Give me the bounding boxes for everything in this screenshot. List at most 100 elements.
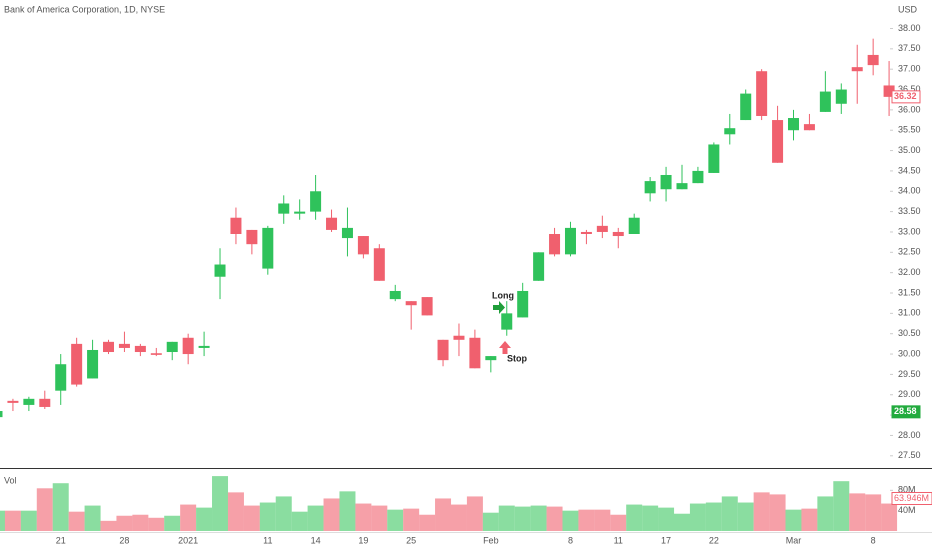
candle-body <box>724 128 736 135</box>
y-tick-label: 35.00 <box>898 145 921 155</box>
volume-tick-label: 80M <box>898 485 916 495</box>
volume-bar <box>673 513 690 531</box>
candle-body <box>835 89 847 104</box>
candle-body <box>278 203 290 214</box>
volume-bar <box>833 481 850 531</box>
x-tick-label: 22 <box>709 535 719 545</box>
volume-bar <box>881 503 898 531</box>
volume-bar <box>642 505 659 531</box>
x-tick-label: 11 <box>263 535 272 545</box>
chart-title: Bank of America Corporation, 1D, NYSE <box>4 4 165 14</box>
volume-bar <box>466 496 483 531</box>
volume-bar <box>275 496 292 531</box>
candle-body <box>437 339 449 361</box>
volume-bar <box>435 498 452 531</box>
x-tick-label: Feb <box>483 535 499 545</box>
x-tick-label: 28 <box>119 535 129 545</box>
candle-body <box>198 345 210 348</box>
x-tick-label: 17 <box>661 535 671 545</box>
volume-bar <box>4 510 21 531</box>
candle-body <box>692 170 704 184</box>
x-tick-label: 25 <box>406 535 416 545</box>
y-tick-label: 30.50 <box>898 328 921 338</box>
candle-body <box>485 356 497 361</box>
volume-bar <box>689 503 706 531</box>
candle-body <box>134 345 146 353</box>
candle-body <box>580 231 592 234</box>
price-marker <box>891 405 921 419</box>
y-tick-label: 32.00 <box>898 267 921 277</box>
volume-bar <box>387 509 404 531</box>
volume-bar <box>482 512 499 531</box>
y-tick-label: 34.50 <box>898 165 921 175</box>
candle-body <box>373 248 385 281</box>
volume-tick-label: 40M <box>898 505 916 515</box>
y-tick-label: 28.00 <box>898 430 921 440</box>
candle-body <box>166 341 178 353</box>
candle-body <box>501 313 513 330</box>
candle-body <box>788 118 799 131</box>
candle-body <box>23 398 35 405</box>
volume-bar <box>594 509 611 531</box>
currency: USD <box>898 4 918 14</box>
volume-bar <box>323 498 340 531</box>
candle-body <box>517 290 529 318</box>
volume-bar <box>36 488 53 531</box>
volume-bar <box>180 504 197 531</box>
x-tick-label: 8 <box>568 535 573 545</box>
candle-body <box>405 301 417 306</box>
x-tick-label: 11 <box>614 535 623 545</box>
volume-bar <box>865 494 882 531</box>
y-tick-label: 32.50 <box>898 247 921 257</box>
volume-marker-label: 63.946M <box>894 493 929 503</box>
y-tick-label: 37.50 <box>898 43 921 53</box>
volume-bar <box>801 508 818 531</box>
volume-bar <box>84 505 101 531</box>
x-tick-label: 21 <box>56 535 66 545</box>
candle-body <box>7 400 19 403</box>
volume-bar <box>578 509 595 531</box>
volume-bar <box>339 491 356 531</box>
volume-bar <box>116 515 133 531</box>
x-tick-label: Mar <box>786 535 802 545</box>
volume-bar <box>371 505 388 531</box>
volume-bar <box>769 494 786 531</box>
candle-body <box>118 343 130 348</box>
volume-bar <box>307 505 324 531</box>
candle-body <box>628 217 640 234</box>
volume-bar <box>227 492 244 531</box>
volume-bar <box>419 514 436 531</box>
candle-body <box>182 337 194 355</box>
volume-bar <box>450 504 467 531</box>
candle-body <box>214 264 226 277</box>
candle-body <box>87 349 99 379</box>
volume-bar <box>243 505 260 531</box>
y-tick-label: 38.00 <box>898 23 921 33</box>
volume-bar <box>785 509 802 531</box>
volume-bar <box>68 511 85 531</box>
candle-body <box>740 93 752 121</box>
volume-bar <box>753 492 770 531</box>
volume-bar <box>52 483 69 531</box>
candle-body <box>262 227 274 269</box>
y-tick-label: 29.50 <box>898 369 921 379</box>
candle-body <box>341 227 353 239</box>
candle-body <box>772 120 784 163</box>
volume-bar <box>817 496 834 531</box>
volume-bar <box>259 502 276 531</box>
volume-title: Vol <box>4 475 17 485</box>
y-tick-label: 33.00 <box>898 226 921 236</box>
candle-body <box>564 227 576 255</box>
candle-body <box>230 217 242 234</box>
candle-body <box>39 398 51 407</box>
candle-body <box>310 191 322 212</box>
annotation: Stop <box>507 353 527 363</box>
candle-body <box>150 353 162 355</box>
volume-bar <box>514 506 531 531</box>
candle-body <box>756 71 768 116</box>
candle-body <box>326 217 338 230</box>
volume-bar <box>546 506 563 531</box>
long-arrow <box>493 301 505 314</box>
